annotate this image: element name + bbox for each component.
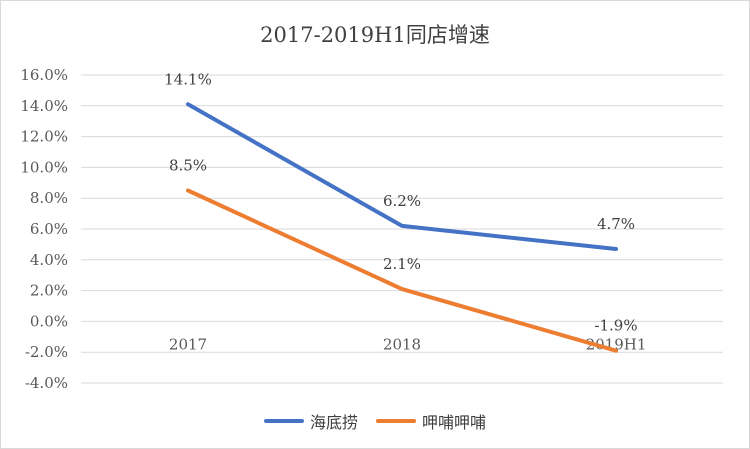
y-tick-label-5: 6.0%: [30, 220, 68, 238]
y-tick-label-8: 12.0%: [20, 128, 68, 146]
y-tick-label-3: 2.0%: [30, 282, 68, 300]
series-line-1: [186, 188, 618, 353]
y-tick-label-2: 0.0%: [30, 312, 68, 330]
data-label-0-0: 14.1%: [164, 70, 212, 88]
series-line-0: [186, 102, 618, 252]
y-tick-label-1: -2.0%: [25, 343, 68, 361]
legend-label-1: 呷哺呷哺: [422, 413, 487, 432]
legend-swatch-1: [376, 419, 416, 423]
x-category-label-2: 2019H1: [586, 335, 647, 353]
data-label-1-0: 8.5%: [169, 157, 207, 175]
x-category-label-0: 2017: [169, 335, 207, 353]
legend-item-0: 海底捞: [263, 409, 358, 433]
y-tick-label-9: 14.0%: [20, 97, 68, 115]
y-tick-label-4: 4.0%: [30, 251, 68, 269]
data-label-1-2: -1.9%: [594, 317, 637, 335]
data-label-0-2: 4.7%: [597, 215, 635, 233]
legend: 海底捞 呷哺呷哺: [1, 409, 749, 433]
legend-item-1: 呷哺呷哺: [376, 409, 486, 433]
y-tick-label-10: 16.0%: [20, 66, 68, 84]
data-label-0-1: 6.2%: [383, 192, 421, 210]
data-label-1-1: 2.1%: [383, 255, 421, 273]
y-tick-label-0: -4.0%: [25, 374, 68, 392]
y-tick-label-6: 8.0%: [30, 189, 68, 207]
legend-label-0: 海底捞: [309, 413, 358, 432]
y-tick-label-7: 10.0%: [20, 158, 68, 176]
chart-title: 2017-2019H1同店增速: [260, 23, 490, 47]
x-category-label-1: 2018: [383, 335, 421, 353]
legend-swatch-0: [263, 419, 304, 423]
